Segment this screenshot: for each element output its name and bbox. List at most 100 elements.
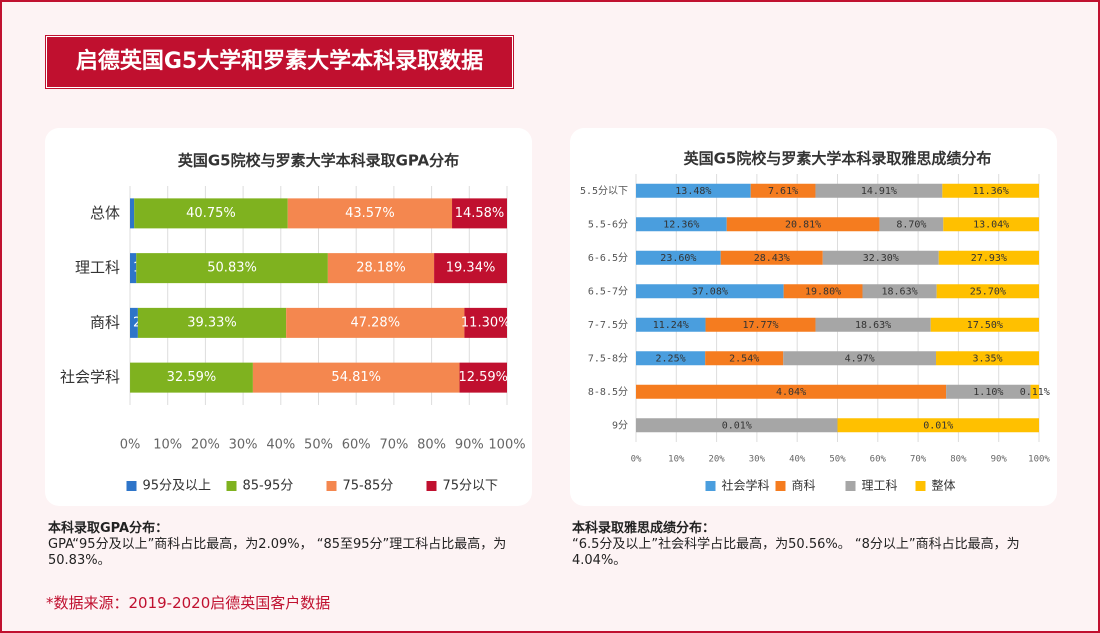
value-label: 2.25% [656,353,686,364]
legend-swatch [226,481,237,491]
x-tick-label: 60% [870,455,887,465]
category-label: 8-8.5分 [588,386,628,398]
category-label: 理工科 [75,259,120,277]
note-heading: 本科录取GPA分布： [48,521,169,536]
value-label: 8.70% [896,219,926,230]
x-tick-label: 80% [950,455,967,465]
value-label: 0.11% [1020,387,1050,398]
value-label: 13.04% [973,219,1009,230]
bar-segment [705,317,816,332]
value-label: 18.63% [882,286,918,297]
value-label: 17.50% [967,320,1003,331]
value-label: 18.63% [855,320,891,331]
value-label: 19.34% [446,261,496,276]
x-tick-label: 30% [749,455,766,465]
category-label: 总体 [90,204,120,222]
value-label: 11.24% [653,320,689,331]
value-label: 28.18% [356,261,406,276]
legend-swatch [326,481,337,491]
page-title: 启德英国G5大学和罗素大学本科录取数据 [46,36,513,88]
bar-segment [130,198,135,229]
legend-label: 整体 [932,478,956,493]
bar-segment [252,362,460,393]
bar-segment [946,384,1031,399]
legend-label: 85-95分 [243,479,294,494]
bar-segment [720,250,823,265]
chart: 英国G5院校与罗素大学本科录取GPA分布 0% 10% 20% 30% 40% 50% 60%… [60,152,526,494]
value-label: 43.57% [345,206,395,221]
legend-label: 75分以下 [443,479,499,494]
category-label: 6.5-7分 [588,285,628,297]
bar-segment [750,183,816,198]
legend-label: 商科 [792,478,816,493]
bar-segment [636,418,838,433]
bar-segment [130,253,137,284]
value-label: 54.81% [331,370,381,385]
value-label: 32.30% [863,253,899,264]
bar-segment [942,183,1039,198]
bar-segment [726,217,880,232]
bar-segment [287,198,453,229]
bar-segment [783,284,863,299]
value-label: 14.58% [455,206,505,221]
bar-segment [705,351,784,366]
x-tick-label: 90% [991,455,1008,465]
value-label: 20.81% [785,219,821,230]
legend-label: 社会学科 [722,478,770,493]
bar-segment [822,250,939,265]
chart-title: 英国G5院校与罗素大学本科录取GPA分布 [178,152,459,170]
note: 本科录取雅思成绩分布： “6.5分及以上”社会科学占比最高，为50.56%。 “… [572,521,1062,569]
value-label: 0.01% [923,420,953,431]
legend-label: 95分及以上 [143,479,212,494]
bar-segment [936,284,1039,299]
x-tick-label: 100% [488,438,525,453]
value-label: 12.36% [663,219,699,230]
category-label: 社会学科 [60,368,120,386]
bar-segment [879,217,944,232]
legend-label: 75-85分 [343,479,394,494]
value-label: 27.93% [971,253,1007,264]
legend-swatch [845,481,856,491]
x-tick-label: 40% [266,438,295,453]
x-tick-label: 0% [631,455,642,465]
value-label: 32.59% [167,370,217,385]
bar-segment [837,418,1039,433]
note-heading: 本科录取雅思成绩分布： [572,521,716,536]
bar-segment [636,183,751,198]
category-label: 5.5-6分 [588,218,628,230]
bar-segment [136,253,328,284]
x-tick-label: 30% [229,438,258,453]
bar-segment [452,198,507,229]
value-label: 1.10% [973,387,1003,398]
x-tick-label: 10% [668,455,685,465]
bar-segment [434,253,507,284]
bar-segment [636,250,721,265]
note-text: “6.5分及以上”社会科学占比最高，为50.56%。 “8分以上”商科占比最高，… [572,537,1020,568]
source: *数据来源：2019-2020启德英国客户数据 [46,594,331,612]
panel: 英国G5院校与罗素大学本科录取雅思成绩分布 0% 10% 20% 30% 40% 50% 60… [570,128,1057,506]
bar-segment [130,307,138,338]
value-label: 39.33% [187,315,237,330]
bar-segment [137,307,287,338]
bar-segment [783,351,937,366]
value-label: 2.54% [729,353,759,364]
x-tick-label: 50% [829,455,846,465]
value-label: 40.75% [186,206,236,221]
value-label: 0.01% [722,420,752,431]
bar-segment [930,317,1039,332]
category-label: 9分 [612,419,628,431]
value-label: 50.83% [207,261,257,276]
x-tick-label: 90% [455,438,484,453]
legend-swatch [705,481,716,491]
note-text: GPA“95分及以上”商科占比最高，为2.09%， “85至95分”理工科占比最… [48,537,507,568]
legend-swatch [915,481,926,491]
bar-segment [130,362,253,393]
legend-swatch [426,481,437,491]
value-label: 47.28% [350,315,400,330]
x-tick-label: 80% [417,438,446,453]
bar-segment [459,362,507,393]
bar-segment [938,250,1039,265]
value-label: 17.77% [742,320,778,331]
value-label: 19.80% [805,286,841,297]
